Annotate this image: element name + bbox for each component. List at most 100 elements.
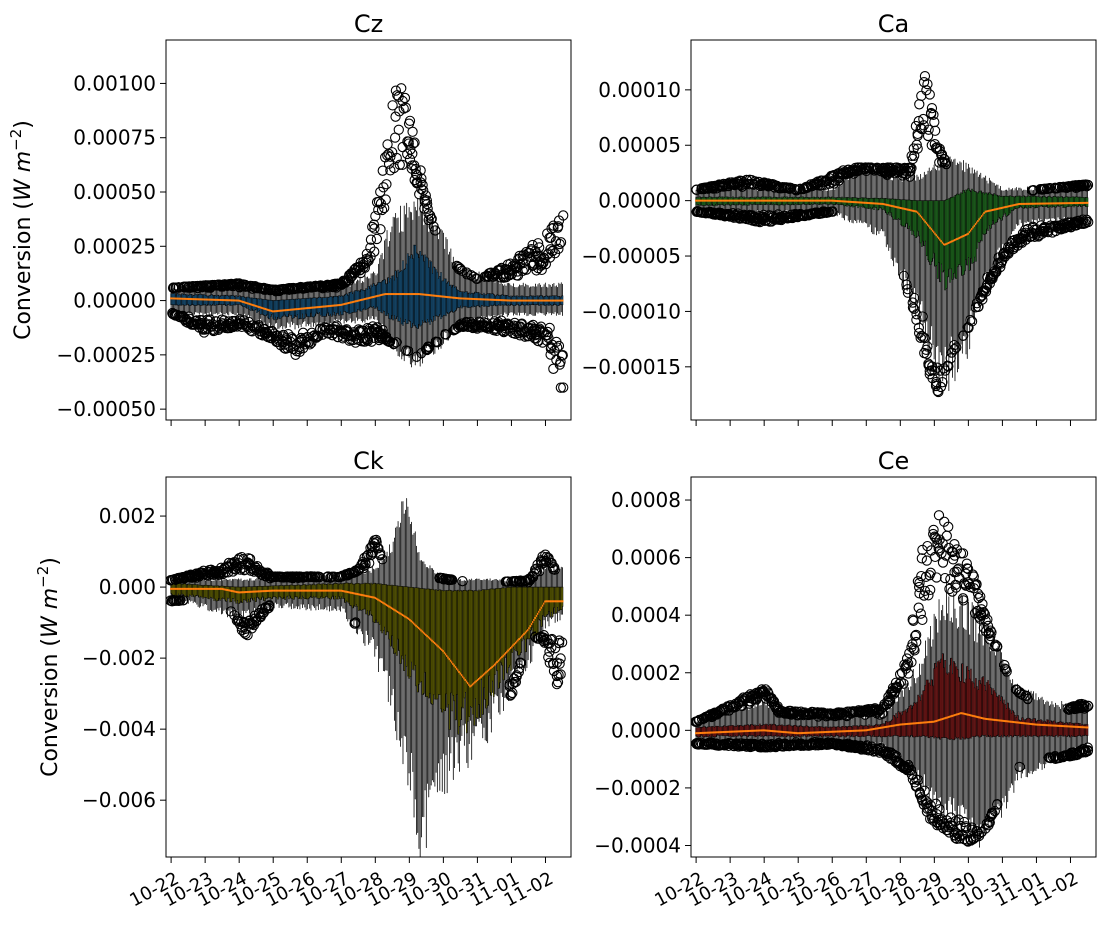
outlier <box>865 162 877 173</box>
box-body <box>333 295 336 313</box>
box-body <box>420 254 423 326</box>
box-body <box>905 199 907 225</box>
outlier <box>416 173 427 184</box>
box-177 <box>907 153 919 313</box>
box-174 <box>379 202 391 345</box>
box-body <box>479 293 482 308</box>
outlier <box>414 189 425 200</box>
box-body <box>897 199 900 219</box>
outlier <box>381 179 392 190</box>
box-body <box>437 278 440 317</box>
box-body <box>193 294 196 306</box>
outlier <box>391 152 402 164</box>
box-body <box>284 299 286 316</box>
outlier <box>410 163 421 175</box>
outlier <box>408 138 419 149</box>
box-203 <box>415 165 426 367</box>
box-body <box>247 296 250 308</box>
box-209 <box>422 198 434 355</box>
outlier <box>387 100 398 111</box>
box-body <box>415 252 418 328</box>
outlier <box>421 195 432 206</box>
box-body <box>895 198 897 220</box>
outlier <box>909 292 920 304</box>
outlier <box>397 159 408 171</box>
outlier <box>503 319 514 330</box>
box-body <box>188 294 191 306</box>
box-38 <box>736 181 749 224</box>
outlier <box>535 259 547 270</box>
box-body <box>423 260 425 323</box>
box-body <box>429 260 431 325</box>
box-body <box>387 277 390 314</box>
box-body <box>409 257 412 322</box>
box-body <box>900 199 902 226</box>
box-body <box>886 198 889 215</box>
box-body <box>916 200 918 238</box>
outlier <box>373 204 384 215</box>
box-body <box>279 299 282 319</box>
box-body <box>385 283 387 316</box>
outlier <box>916 330 927 342</box>
box-body <box>441 280 444 318</box>
outlier <box>907 302 919 313</box>
outlier <box>422 198 433 210</box>
box-body <box>280 299 283 318</box>
box-311 <box>547 245 558 350</box>
box-body <box>185 294 187 306</box>
outlier <box>369 223 380 234</box>
box-body <box>316 298 318 313</box>
outlier <box>500 325 511 336</box>
outlier <box>377 165 388 176</box>
box-body <box>301 298 304 315</box>
outlier <box>365 234 377 245</box>
box-body <box>402 260 404 326</box>
outlier <box>899 162 910 174</box>
outlier <box>285 336 296 347</box>
box-body <box>892 199 895 220</box>
box-body <box>278 299 280 320</box>
box-body <box>289 299 291 316</box>
outlier <box>911 309 922 320</box>
box-body <box>906 199 908 224</box>
box-body <box>713 197 716 206</box>
outlier <box>912 143 923 154</box>
outlier <box>423 208 434 219</box>
box-body <box>426 257 429 320</box>
outlier <box>278 329 289 341</box>
y-tick-label: −0.00025 <box>57 343 156 367</box>
box-body <box>180 294 182 306</box>
box-body <box>469 293 472 308</box>
box-166 <box>894 166 905 279</box>
box-body <box>921 200 923 247</box>
box-body <box>413 244 415 327</box>
box-body <box>175 294 177 306</box>
y-tick-label: 0.00075 <box>73 126 156 150</box>
box-body <box>434 267 436 321</box>
outlier <box>919 71 931 82</box>
box-body <box>889 198 891 216</box>
box-body <box>436 271 439 317</box>
box-body <box>370 284 372 308</box>
outlier <box>391 337 402 348</box>
box-172 <box>901 165 912 292</box>
box-body <box>372 283 375 307</box>
box-body <box>407 253 409 324</box>
y-tick-label: 0.00100 <box>73 71 156 95</box>
box-body <box>472 292 474 308</box>
outlier <box>558 210 569 221</box>
box-body <box>393 279 396 316</box>
outlier <box>555 356 566 367</box>
box-body <box>913 200 916 236</box>
outlier <box>335 325 347 336</box>
outlier <box>552 342 563 353</box>
box-body <box>262 299 264 315</box>
outlier <box>553 243 564 255</box>
box-body <box>907 199 910 230</box>
y-tick-label: −0.00050 <box>57 397 156 421</box>
box-body <box>902 199 905 227</box>
outlier <box>915 123 926 134</box>
outlier <box>379 202 390 214</box>
box-body <box>448 285 451 313</box>
outlier <box>440 329 452 340</box>
